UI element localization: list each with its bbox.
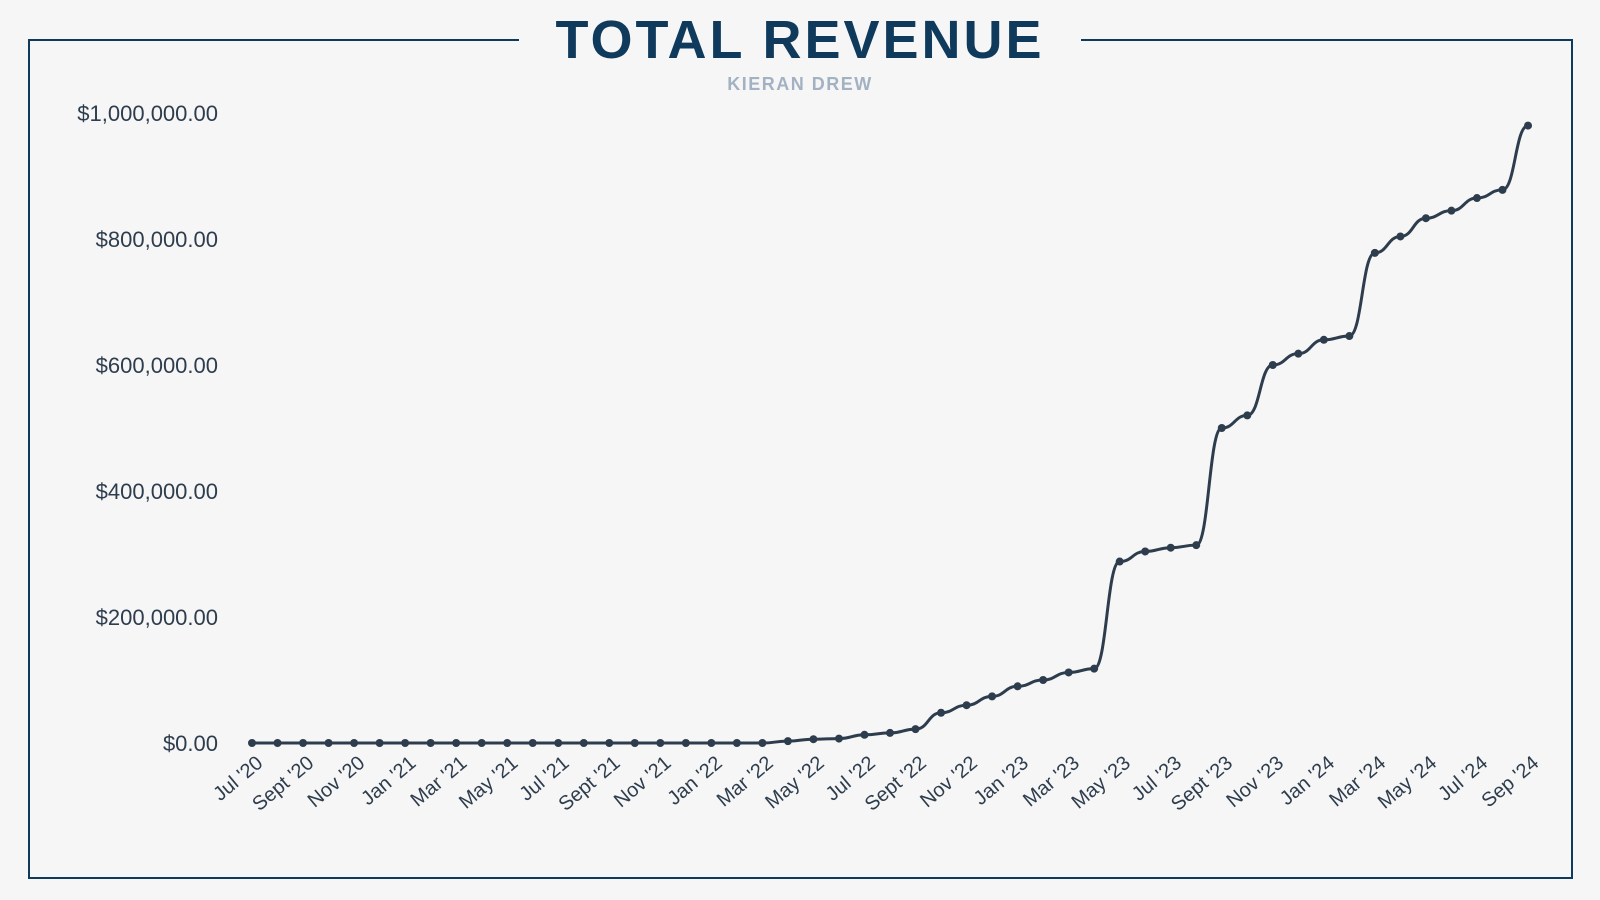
data-point — [937, 708, 946, 717]
data-point — [1243, 411, 1252, 420]
data-point — [426, 739, 435, 747]
chart-title-text: TOTAL REVENUE — [519, 10, 1081, 70]
data-point — [1421, 214, 1430, 223]
x-tick-label: Nov '22 — [916, 752, 982, 812]
data-point — [503, 739, 512, 747]
chart-subtitle: KIERAN DREW — [727, 74, 873, 94]
y-tick-label: $0.00 — [163, 731, 218, 756]
series-line — [252, 124, 1529, 745]
data-point — [1472, 194, 1481, 203]
x-tick-label: Jan '21 — [357, 752, 420, 810]
data-point — [375, 739, 384, 747]
x-tick-label: May '24 — [1374, 752, 1441, 813]
x-tick-label: May '23 — [1068, 752, 1135, 813]
x-tick-label: Jan '22 — [664, 752, 727, 810]
data-point — [1166, 543, 1175, 552]
data-point — [911, 725, 920, 734]
data-point — [860, 730, 869, 739]
x-tick-label: Jan '23 — [970, 752, 1033, 810]
y-tick-label: $800,000.00 — [96, 227, 218, 252]
data-point — [809, 735, 818, 744]
data-point — [1217, 424, 1226, 432]
data-point — [1192, 541, 1201, 550]
x-tick-label: Nov '23 — [1222, 752, 1288, 812]
data-point — [681, 739, 690, 747]
data-point — [1294, 349, 1303, 358]
x-tick-label: May '21 — [455, 752, 522, 813]
data-point — [299, 739, 308, 747]
y-tick-label: $1,000,000.00 — [77, 101, 218, 126]
data-point — [1090, 664, 1099, 673]
data-point — [1524, 121, 1532, 130]
y-tick-label: $400,000.00 — [96, 479, 218, 504]
data-point — [1498, 185, 1507, 194]
x-tick-label: May '22 — [761, 752, 828, 813]
data-point — [273, 739, 282, 747]
data-point — [1268, 361, 1277, 369]
data-point — [1319, 335, 1328, 344]
data-point — [783, 737, 792, 746]
data-point — [886, 728, 894, 737]
data-point — [1039, 676, 1048, 684]
data-point — [324, 739, 333, 747]
data-point — [732, 739, 741, 747]
data-point — [962, 701, 971, 710]
x-tick-label: Nov '20 — [304, 752, 370, 812]
data-point — [477, 739, 486, 747]
data-point — [707, 739, 716, 747]
data-point — [834, 734, 843, 743]
data-point — [656, 739, 665, 747]
data-point — [1064, 668, 1073, 677]
data-point — [1447, 206, 1456, 215]
data-point — [1345, 332, 1354, 341]
data-point — [401, 739, 410, 747]
chart-title: TOTAL REVENUE — [0, 8, 1600, 72]
data-point — [554, 739, 563, 747]
y-tick-label: $600,000.00 — [96, 353, 218, 378]
data-point — [605, 739, 614, 747]
data-point — [988, 692, 997, 701]
data-point — [1013, 682, 1022, 691]
x-tick-label: Sep '24 — [1478, 752, 1544, 812]
data-point — [1396, 232, 1405, 241]
data-point — [1141, 547, 1150, 556]
data-point — [1115, 557, 1124, 566]
data-point — [630, 739, 639, 747]
data-point — [758, 739, 767, 747]
data-point — [579, 739, 588, 747]
data-point — [1370, 248, 1379, 257]
data-point — [452, 739, 461, 747]
x-tick-label: Nov '21 — [610, 752, 676, 812]
data-point — [350, 739, 359, 747]
x-tick-label: Jan '24 — [1276, 752, 1339, 810]
data-point — [248, 739, 256, 747]
y-tick-label: $200,000.00 — [96, 605, 218, 630]
data-point — [528, 739, 537, 747]
